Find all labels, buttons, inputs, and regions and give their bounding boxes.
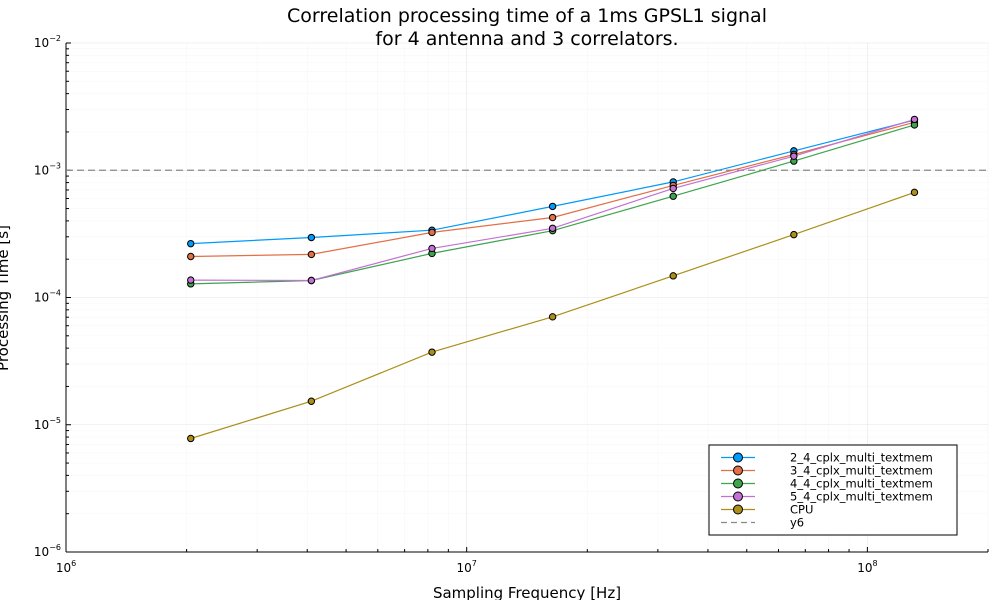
data-point (669, 192, 677, 200)
series-group (187, 115, 919, 443)
legend-label: CPU (790, 503, 813, 517)
data-point (548, 202, 557, 211)
series-line (190, 118, 915, 282)
y-tick-base: 10 (34, 291, 49, 305)
legend-item: y6 (721, 516, 804, 530)
data-point (307, 233, 316, 242)
legend-swatch-marker (733, 452, 743, 463)
y-tick-label: 10−2 (34, 34, 61, 50)
data-point (187, 276, 195, 284)
y-axis-label: Processing Time [s] (0, 225, 12, 371)
legend-swatch-marker (733, 491, 743, 502)
chart-title-line-1: Correlation processing time of a 1ms GPS… (287, 5, 767, 27)
data-point (187, 239, 195, 248)
data-point (669, 184, 677, 193)
data-point (790, 152, 798, 160)
data-point (187, 252, 195, 261)
legend-item: 3_4_cplx_multi_textmem (721, 464, 933, 478)
x-tick-base: 10 (457, 561, 472, 575)
x-tick-label: 108 (857, 559, 877, 575)
series-CPU (187, 188, 919, 443)
legend-item: CPU (721, 503, 813, 517)
y-tick-base: 10 (34, 36, 49, 50)
series-line (190, 121, 915, 258)
data-point (790, 230, 798, 239)
y-tick-exponent: −3 (49, 161, 61, 170)
legend-label: 5_4_cplx_multi_textmem (790, 490, 933, 504)
data-point (187, 434, 195, 443)
x-axis-label: Sampling Frequency [Hz] (433, 584, 621, 600)
y-tick-label: 10−4 (34, 289, 61, 305)
series-5_4_cplx_multi_textmem (187, 115, 919, 285)
legend-label: y6 (790, 516, 804, 530)
y-tick-label: 10−5 (34, 416, 61, 432)
data-point (548, 313, 557, 321)
x-tick-exponent: 7 (472, 559, 477, 568)
legend: 2_4_cplx_multi_textmem3_4_cplx_multi_tex… (708, 444, 958, 536)
data-point (910, 188, 919, 197)
legend-label: 3_4_cplx_multi_textmem (790, 464, 933, 478)
data-point (669, 272, 677, 280)
x-tick-base: 10 (56, 561, 71, 575)
data-point (910, 115, 919, 124)
data-point (307, 250, 316, 259)
legend-swatch-marker (733, 478, 743, 489)
legend-item: 4_4_cplx_multi_textmem (721, 477, 933, 491)
data-point (428, 228, 436, 237)
legend-label: 2_4_cplx_multi_textmem (790, 451, 933, 465)
y-tick-exponent: −2 (49, 34, 61, 43)
y-tick-base: 10 (34, 545, 49, 559)
x-tick-label: 106 (56, 559, 76, 575)
data-point (548, 224, 557, 232)
axis-labels: Correlation processing time of a 1ms GPS… (0, 5, 767, 600)
plot-frame (65, 42, 989, 553)
data-point (428, 244, 436, 253)
legend-item: 5_4_cplx_multi_textmem (721, 490, 933, 504)
data-point (307, 397, 316, 405)
legend-item: 2_4_cplx_multi_textmem (721, 451, 933, 465)
y-tick-label: 10−3 (34, 161, 61, 177)
y-tick-base: 10 (34, 163, 49, 177)
x-tick-base: 10 (857, 561, 872, 575)
chart-title-line-2: for 4 antenna and 3 correlators. (375, 28, 678, 50)
data-point (548, 213, 557, 222)
x-tick-exponent: 8 (872, 559, 877, 568)
y-tick-exponent: −4 (49, 289, 61, 298)
y-tick-exponent: −6 (49, 543, 61, 552)
y-tick-label: 10−6 (34, 543, 61, 559)
x-tick-exponent: 6 (71, 559, 76, 568)
legend-box (708, 444, 958, 536)
legend-swatch-marker (733, 504, 743, 515)
x-tick-label: 107 (457, 559, 477, 575)
legend-label: 4_4_cplx_multi_textmem (790, 477, 933, 491)
legend-swatch-marker (733, 465, 743, 476)
y-tick-base: 10 (34, 418, 49, 432)
data-point (428, 348, 436, 356)
data-point (307, 276, 316, 285)
y-tick-exponent: −5 (49, 416, 61, 425)
